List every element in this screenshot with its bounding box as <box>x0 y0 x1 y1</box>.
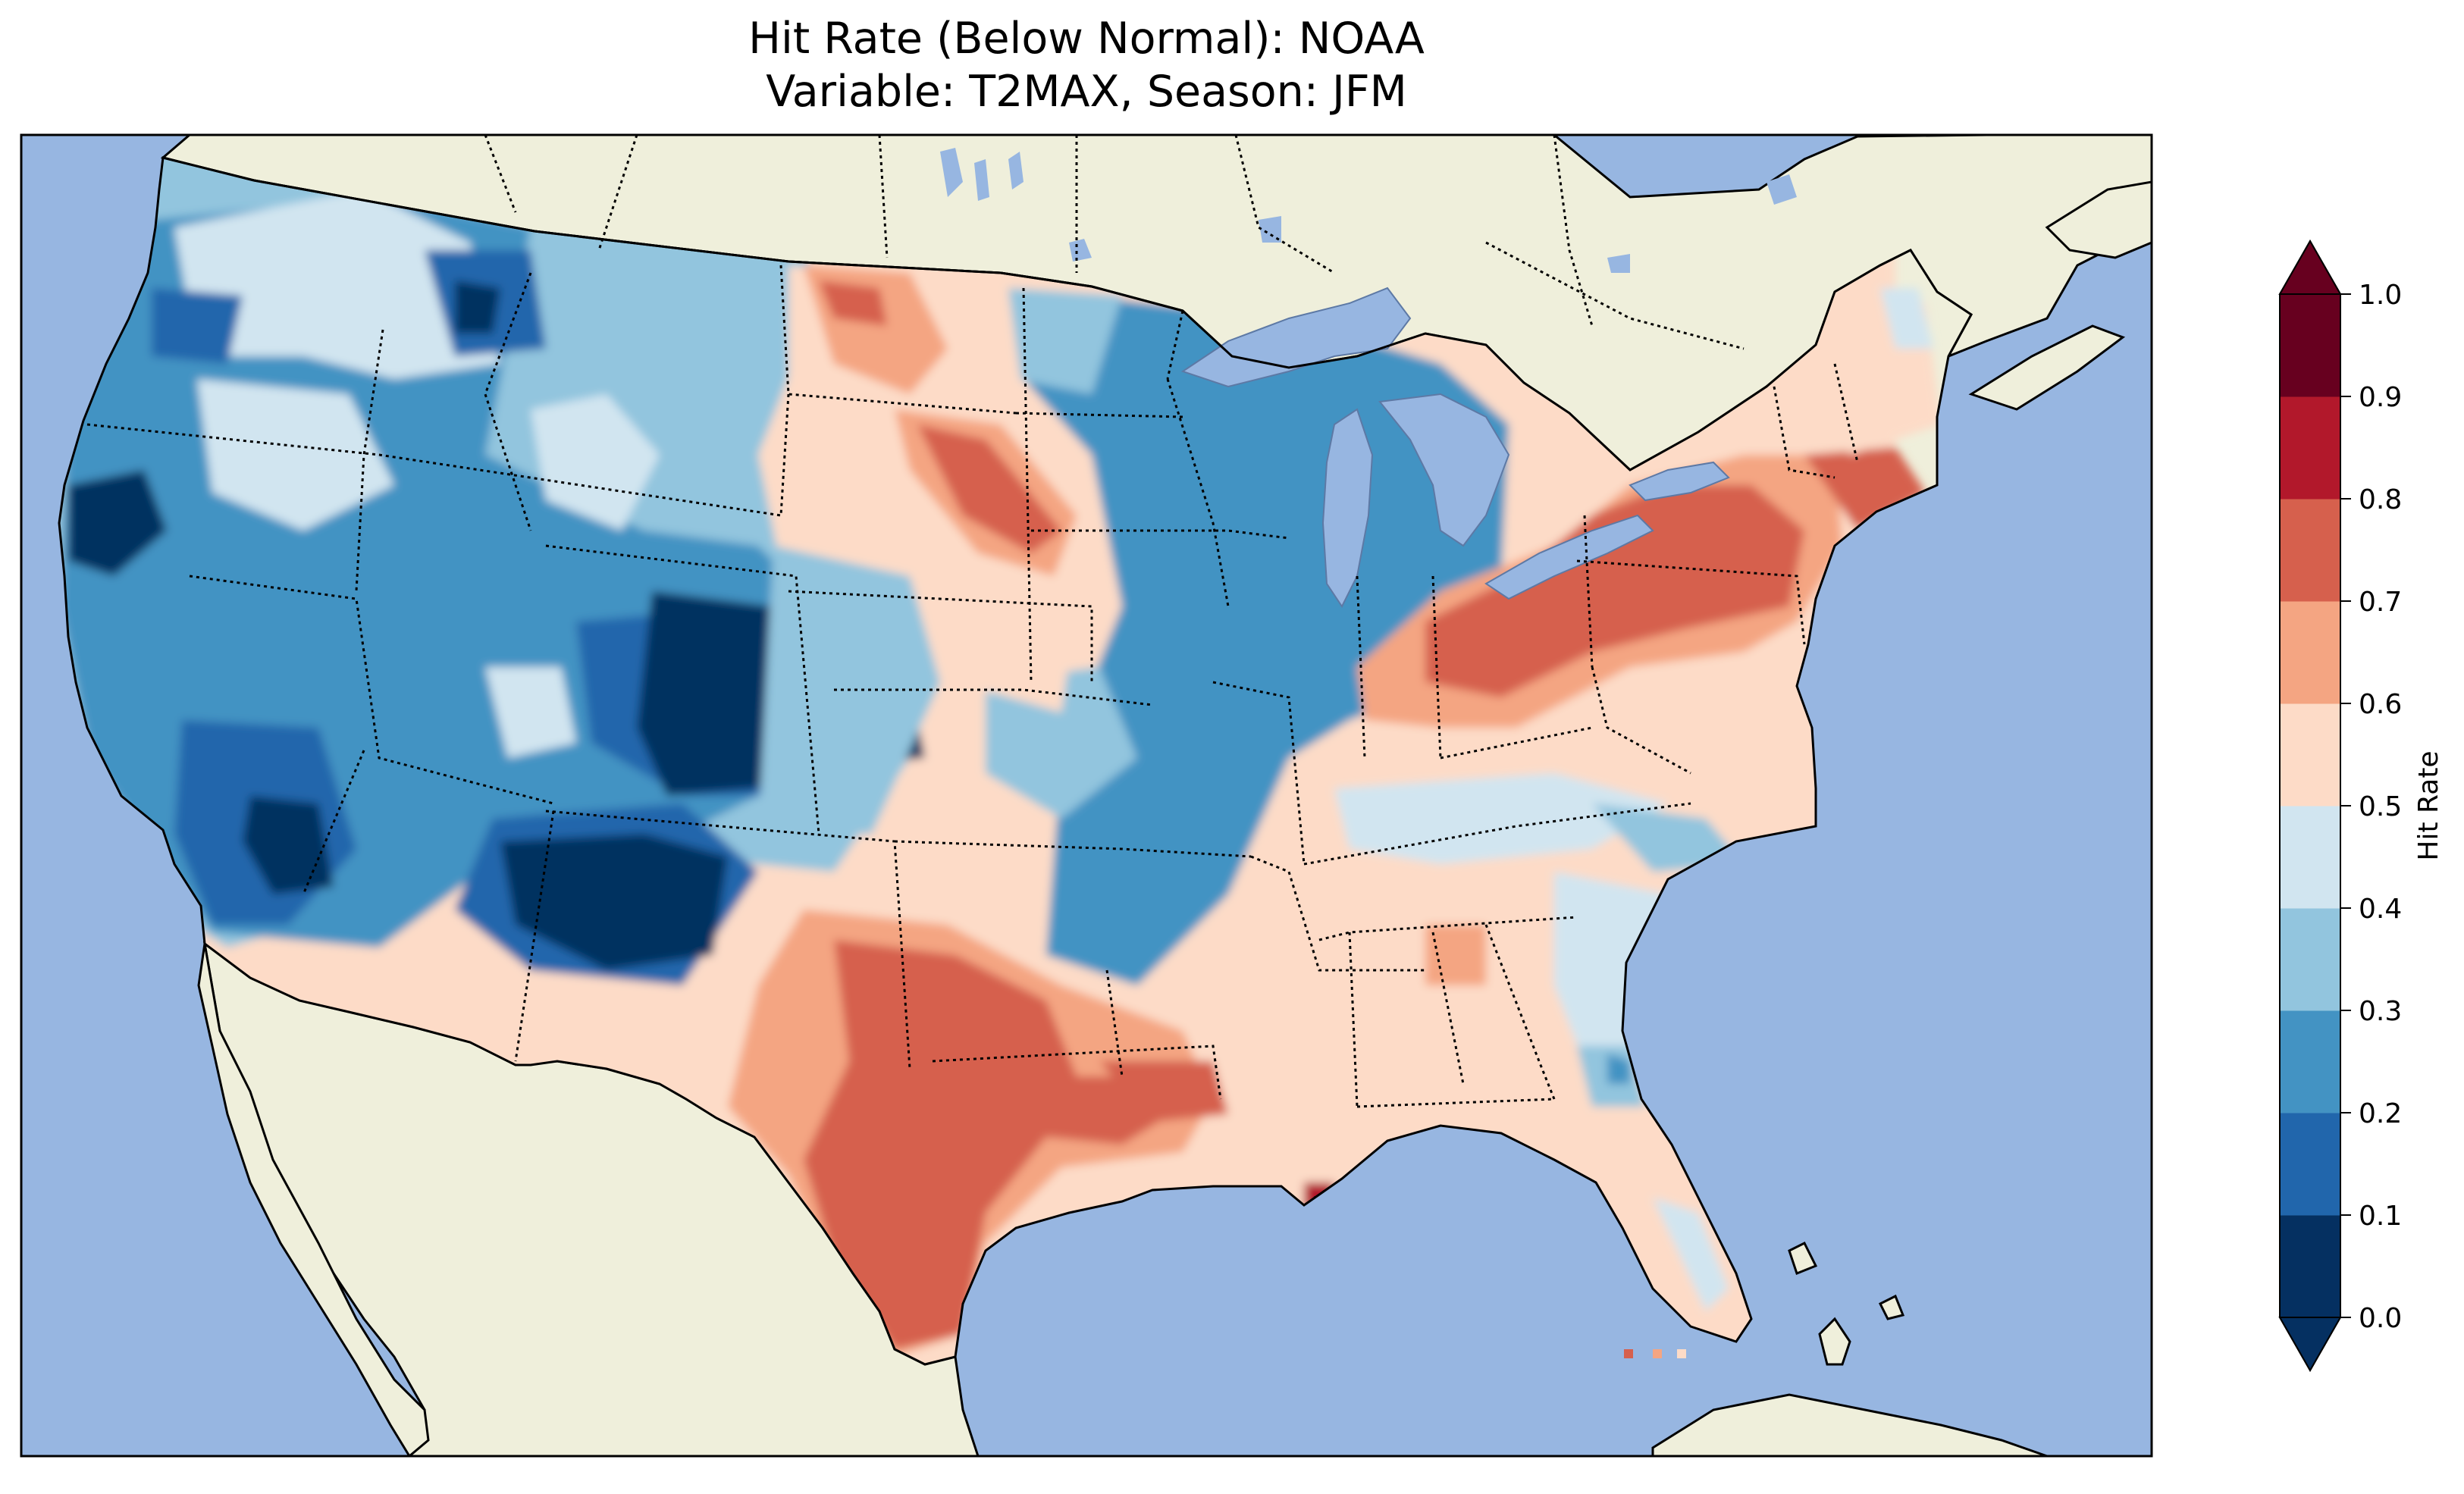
colorbar-cell <box>2280 294 2340 397</box>
colorbar-tick-label: 0.5 <box>2359 791 2402 822</box>
colorbar-tick-label: 0.3 <box>2359 996 2402 1027</box>
colorbar-cell <box>2280 396 2340 500</box>
lake-superior <box>1180 287 1412 388</box>
lake-michigan <box>1321 408 1374 608</box>
us-canada-border <box>162 156 1183 312</box>
colorbar-cell <box>2280 703 2340 807</box>
chart-title-line-1: Hit Rate (Below Normal): NOAA <box>748 14 1425 64</box>
map-frame <box>20 133 2153 1458</box>
colorbar-cells <box>2280 294 2340 1318</box>
canadian-lakes <box>940 148 1797 273</box>
colorbar-extend-high <box>2278 239 2342 295</box>
colorbar-tick-label: 0.6 <box>2359 689 2402 720</box>
colorbar-label: Hit Rate <box>2413 750 2444 860</box>
colorbar-tick-label: 0.9 <box>2359 382 2402 413</box>
colorbar-cell <box>2280 1215 2340 1318</box>
map-area <box>21 135 2152 1456</box>
great-lakes <box>1180 287 1730 608</box>
chart-title-line-2: Variable: T2MAX, Season: JFM <box>766 67 1407 117</box>
colorbar-tick-label: 0.4 <box>2359 894 2402 925</box>
maritimes-land <box>1968 324 2126 411</box>
colorbar-tick-label: 0.2 <box>2359 1098 2402 1129</box>
colorbar-ticks: 0.0 0.1 0.2 0.3 0.4 0.5 0.6 0.7 0.8 0.9 1.0 <box>2340 280 2402 1334</box>
colorbar-cell <box>2280 499 2340 602</box>
colorbar-cell <box>2280 1010 2340 1113</box>
colorbar-tick-label: 0.8 <box>2359 484 2402 515</box>
state-borders <box>86 135 1859 1108</box>
newfoundland-land <box>2045 180 2152 259</box>
colorbar-cell <box>2280 806 2340 909</box>
lake-huron <box>1378 393 1510 547</box>
colorbar-tick-label: 0.0 <box>2359 1303 2402 1334</box>
colorbar-cell <box>2280 601 2340 704</box>
colorbar-tick-label: 1.0 <box>2359 280 2402 311</box>
cuba-land <box>1651 1393 2048 1456</box>
bahamas-land <box>1788 1241 1905 1366</box>
lake-ontario <box>1629 461 1730 502</box>
colorbar-tick-label: 0.7 <box>2359 587 2402 618</box>
colorbar-cell <box>2280 908 2340 1011</box>
colorbar-extend-low <box>2278 1317 2342 1373</box>
lake-erie <box>1484 514 1654 600</box>
baja-land <box>197 943 430 1456</box>
colorbar: 0.0 0.1 0.2 0.3 0.4 0.5 0.6 0.7 0.8 0.9 1.0 Hit Ra… <box>2278 239 2444 1373</box>
colorbar-tick-label: 0.1 <box>2359 1201 2402 1232</box>
colorbar-cell <box>2280 1113 2340 1216</box>
